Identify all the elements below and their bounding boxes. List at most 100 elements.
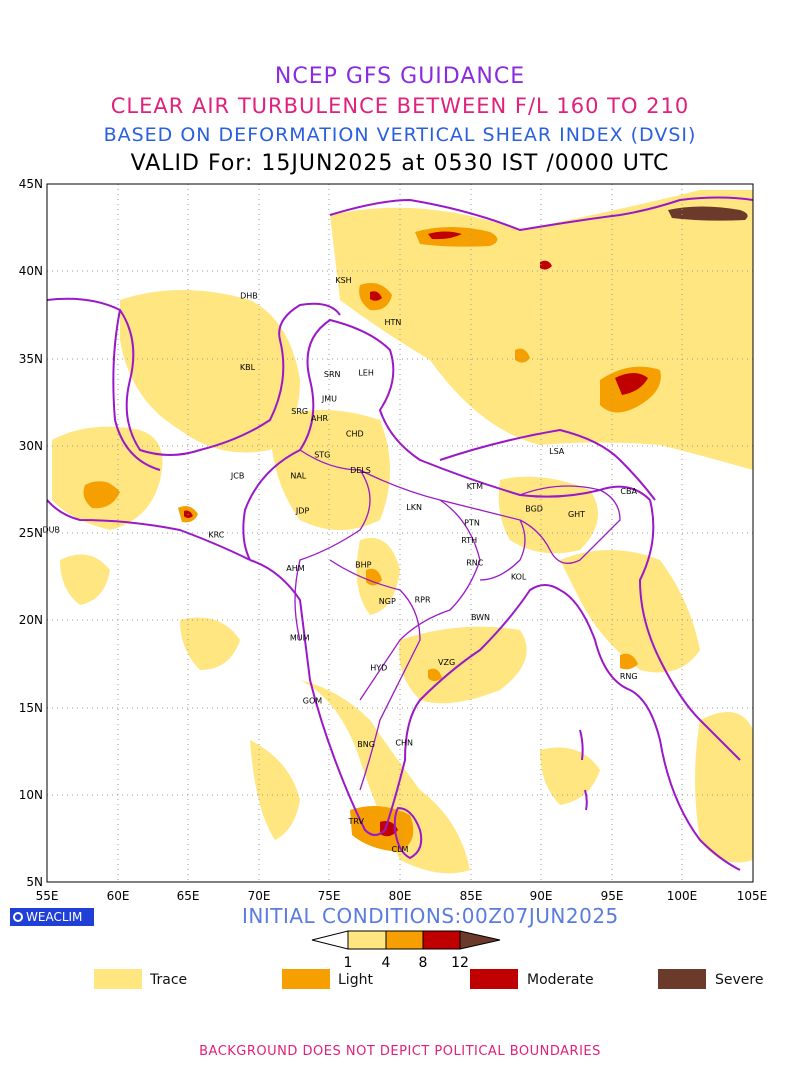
india-coastline bbox=[249, 559, 561, 836]
india-states-2 bbox=[359, 469, 481, 701]
station-label-htn: HTN bbox=[384, 318, 401, 327]
andaman-islands bbox=[579, 729, 588, 811]
station-label-gom: GOM bbox=[303, 697, 322, 706]
lat-tick-label: 10N bbox=[19, 788, 43, 802]
lon-tick-labels: 55E 60E 65E 70E 75E 80E 85E 90E 95E 100E… bbox=[36, 889, 768, 903]
station-label-chn: CHN bbox=[395, 738, 413, 747]
india-states-1 bbox=[294, 449, 371, 641]
lon-tick-label: 60E bbox=[107, 889, 130, 903]
iran-border bbox=[112, 309, 161, 471]
chart-title: NCEP GFS GUIDANCE bbox=[274, 64, 526, 89]
lat-tick-label: 45N bbox=[19, 177, 43, 191]
station-label-vzg: VZG bbox=[438, 658, 455, 667]
station-label-dels: DELS bbox=[350, 466, 371, 475]
station-label-kbl: KBL bbox=[240, 363, 256, 372]
station-label-dub: DUB bbox=[42, 526, 60, 535]
chart-subtitle: CLEAR AIR TURBULENCE BETWEEN F/L 160 TO … bbox=[110, 94, 690, 118]
legend-label-moderate: Moderate bbox=[527, 972, 594, 988]
lat-tick-label: 35N bbox=[19, 352, 43, 366]
colorbar-trace bbox=[347, 930, 387, 950]
colorbar-severe-arrow bbox=[459, 930, 501, 950]
lat-tick-label: 25N bbox=[19, 526, 43, 540]
lon-tick-label: 90E bbox=[530, 889, 553, 903]
station-label-lkn: LKN bbox=[406, 503, 422, 512]
colorbar-tick: 12 bbox=[451, 955, 469, 971]
station-label-ahr: AHR bbox=[311, 414, 328, 423]
boundaries bbox=[47, 196, 753, 871]
plot-frame bbox=[46, 183, 754, 883]
legend-swatch-moderate bbox=[470, 969, 518, 989]
initial-conditions: INITIAL CONDITIONS:00Z07JUN2025 bbox=[242, 904, 619, 928]
lon-tick-label: 80E bbox=[389, 889, 412, 903]
valid-time: VALID For: 15JUN2025 at 0530 IST /0000 U… bbox=[130, 151, 670, 176]
india-states-4 bbox=[329, 559, 421, 791]
colorbar-moderate bbox=[422, 930, 461, 950]
india-states-3 bbox=[439, 499, 526, 581]
weaclim-logo: WEACLIM bbox=[10, 908, 94, 926]
station-label-jcb: JCB bbox=[230, 471, 244, 480]
legend-label-light: Light bbox=[338, 972, 373, 988]
srilanka-outline bbox=[393, 806, 423, 860]
ne-india bbox=[519, 485, 621, 564]
station-label-trv: TRV bbox=[347, 817, 364, 826]
lon-tick-label: 100E bbox=[667, 889, 698, 903]
moderate-areas bbox=[184, 231, 648, 837]
colorbar-ticks: 1 4 8 12 bbox=[344, 955, 469, 971]
station-label-ksh: KSH bbox=[335, 276, 351, 285]
station-label-jmu: JMU bbox=[321, 395, 337, 404]
colorbar-tick: 1 bbox=[344, 955, 353, 971]
lat-tick-label: 40N bbox=[19, 264, 43, 278]
station-label-rng: RNG bbox=[620, 672, 638, 681]
lon-tick-label: 65E bbox=[177, 889, 200, 903]
logo-text: WEACLIM bbox=[26, 910, 83, 924]
station-label-kol: KOL bbox=[511, 573, 527, 582]
colorbar-tick: 8 bbox=[419, 955, 428, 971]
station-label-rnc: RNC bbox=[466, 559, 484, 568]
station-label-bng: BNG bbox=[357, 740, 375, 749]
colorbar bbox=[311, 930, 501, 950]
india-north-border bbox=[242, 318, 651, 561]
station-label-bwn: BWN bbox=[471, 613, 490, 622]
severe-areas bbox=[668, 206, 748, 221]
station-label-rpr: RPR bbox=[415, 595, 431, 604]
station-label-ahm: AHM bbox=[286, 564, 304, 573]
method-line: BASED ON DEFORMATION VERTICAL SHEAR INDE… bbox=[103, 124, 697, 146]
lon-tick-label: 70E bbox=[248, 889, 271, 903]
lon-tick-label: 85E bbox=[460, 889, 483, 903]
lon-tick-label: 75E bbox=[318, 889, 341, 903]
lat-tick-labels: 45N 40N 35N 30N 25N 20N 15N 10N 5N bbox=[19, 177, 43, 889]
colorbar-light bbox=[385, 930, 424, 950]
station-label-ptn: PTN bbox=[464, 519, 480, 528]
station-label-bhp: BHP bbox=[355, 560, 372, 569]
lat-tick-label: 5N bbox=[26, 875, 43, 889]
legend-swatch-trace bbox=[94, 969, 142, 989]
station-label-srn: SRN bbox=[324, 370, 341, 379]
station-label-rth: RTH bbox=[461, 536, 477, 545]
station-label-lsa: LSA bbox=[549, 447, 565, 456]
station-label-ngp: NGP bbox=[379, 597, 396, 606]
lon-tick-label: 95E bbox=[601, 889, 624, 903]
lat-tick-label: 20N bbox=[19, 613, 43, 627]
legend-label-trace: Trace bbox=[150, 972, 188, 988]
station-label-stg: STG bbox=[314, 451, 330, 460]
station-label-clm: CLM bbox=[392, 845, 409, 854]
bay-of-bengal-east-coast bbox=[559, 589, 741, 871]
lat-tick-label: 15N bbox=[19, 701, 43, 715]
lon-tick-label: 55E bbox=[36, 889, 59, 903]
myanmar-east-border bbox=[638, 499, 741, 761]
lat-tick-label: 30N bbox=[19, 439, 43, 453]
station-label-cba: CBA bbox=[620, 487, 637, 496]
disclaimer: BACKGROUND DOES NOT DEPICT POLITICAL BOU… bbox=[199, 1044, 601, 1059]
station-label-mum: MUM bbox=[290, 634, 310, 643]
station-label-jdp: JDP bbox=[295, 506, 310, 515]
logo-ring-icon bbox=[13, 912, 23, 922]
colorbar-tick: 4 bbox=[382, 955, 391, 971]
station-label-nal: NAL bbox=[290, 471, 306, 480]
station-label-ght: GHT bbox=[568, 510, 585, 519]
colorbar-low-arrow bbox=[311, 930, 349, 950]
station-label-hyd: HYD bbox=[370, 663, 387, 672]
arabian-coast bbox=[47, 499, 251, 561]
station-label-bgd: BGD bbox=[525, 505, 543, 514]
